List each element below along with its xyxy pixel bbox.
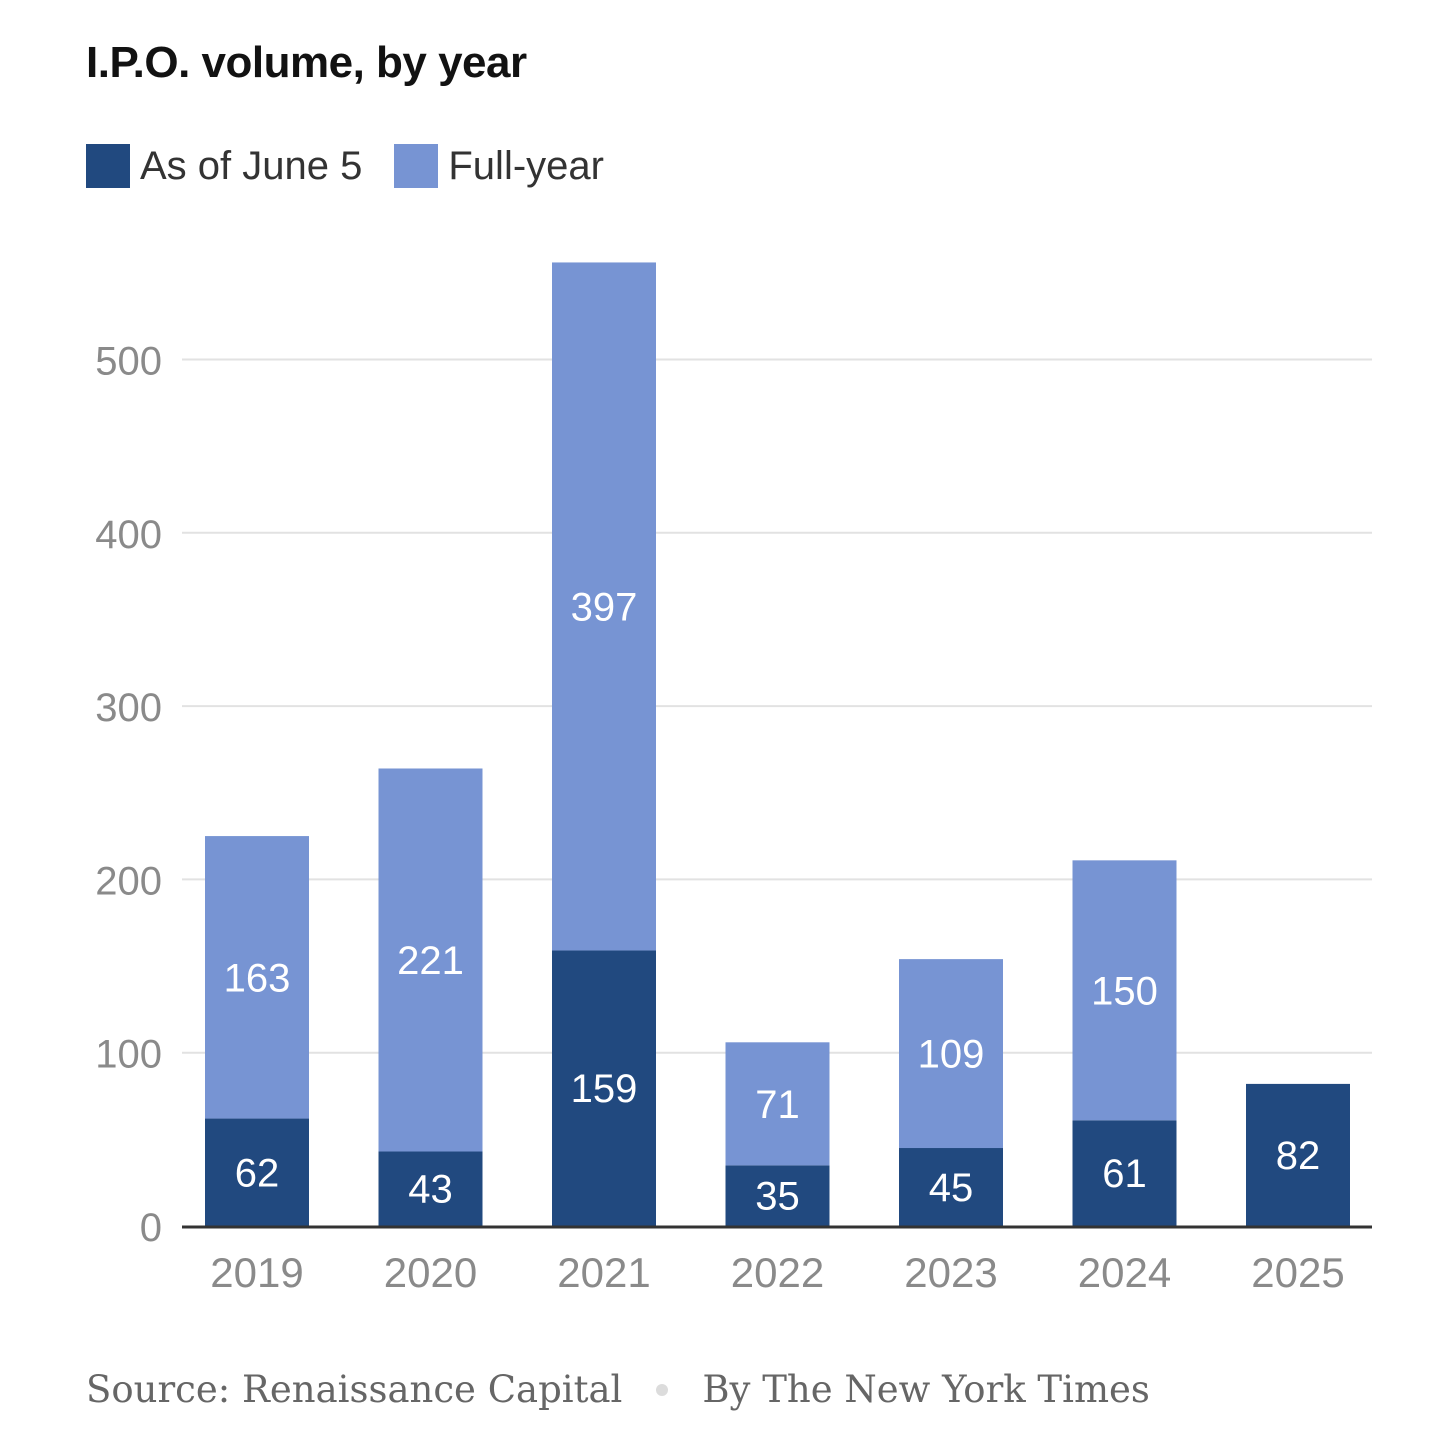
data-label: 62 xyxy=(235,1151,280,1195)
legend-label: As of June 5 xyxy=(140,143,363,188)
chart-title: I.P.O. volume, by year xyxy=(86,38,527,87)
y-axis-ticks: 0 100 200 300 400 500 xyxy=(95,340,162,1251)
x-tick-label: 2020 xyxy=(384,1249,477,1296)
data-label: 163 xyxy=(224,956,291,1000)
legend-swatch xyxy=(86,144,130,188)
y-tick-label: 500 xyxy=(95,340,162,384)
x-axis-ticks: 2019 2020 2021 2022 2023 2024 2025 xyxy=(210,1249,1344,1296)
data-label: 159 xyxy=(571,1067,638,1111)
y-tick-label: 300 xyxy=(95,686,162,730)
bar-segment-2024-full-year xyxy=(1072,860,1177,1121)
bar-labels: 62 163 43 221 159 397 35 71 45 109 61 150 82 xyxy=(224,585,1321,1218)
data-label: 150 xyxy=(1091,969,1158,1013)
y-tick-label: 400 xyxy=(95,513,162,557)
x-tick-label: 2021 xyxy=(557,1249,650,1296)
data-label: 45 xyxy=(929,1166,974,1210)
x-tick-label: 2023 xyxy=(904,1249,997,1296)
credit-text: By The New York Times xyxy=(702,1368,1150,1411)
gridlines xyxy=(182,358,1372,1054)
bar-segment-2020-full-year xyxy=(378,768,483,1152)
bar-segment-2019-full-year xyxy=(205,836,309,1119)
legend-item-1: As of June 5 xyxy=(86,144,362,189)
data-label: 397 xyxy=(571,585,638,629)
bar-segment-2023-full-year xyxy=(899,959,1003,1149)
x-tick-label: 2019 xyxy=(210,1249,303,1296)
bar-segment-2024-as-of-june-5 xyxy=(1072,1120,1177,1226)
source-text: Source: Renaissance Capital xyxy=(86,1368,623,1411)
legend: As of June 5 Full-year xyxy=(86,142,636,190)
bar-segment-2023-as-of-june-5 xyxy=(899,1148,1003,1226)
x-tick-label: 2024 xyxy=(1078,1249,1171,1296)
y-tick-label: 100 xyxy=(95,1033,162,1077)
bar-segment-2021-full-year xyxy=(552,262,656,951)
chart-footer: Source: Renaissance Capital By The New Y… xyxy=(86,1368,1150,1411)
data-label: 71 xyxy=(755,1083,800,1127)
separator-dot-icon xyxy=(656,1383,669,1396)
bar-segment-2019-as-of-june-5 xyxy=(205,1118,309,1226)
data-label: 109 xyxy=(918,1033,985,1077)
legend-label: Full-year xyxy=(448,143,604,188)
data-label: 221 xyxy=(397,939,464,983)
data-label: 35 xyxy=(755,1175,800,1219)
y-tick-label: 0 xyxy=(140,1206,162,1250)
bar-segment-2021-as-of-june-5 xyxy=(552,950,656,1226)
bars xyxy=(205,262,1350,1226)
bar-segment-2022-as-of-june-5 xyxy=(725,1165,830,1226)
bar-segment-2025-as-of-june-5 xyxy=(1246,1083,1350,1226)
data-label: 61 xyxy=(1102,1152,1147,1196)
bar-segment-2020-as-of-june-5 xyxy=(378,1151,483,1226)
x-tick-label: 2022 xyxy=(731,1249,824,1296)
legend-item-2: Full-year xyxy=(394,144,604,189)
x-tick-label: 2025 xyxy=(1251,1249,1344,1296)
bar-segment-2022-full-year xyxy=(725,1042,830,1166)
data-label: 43 xyxy=(408,1168,453,1212)
data-label: 82 xyxy=(1276,1134,1321,1178)
legend-swatch xyxy=(394,144,439,188)
y-tick-label: 200 xyxy=(95,859,162,903)
